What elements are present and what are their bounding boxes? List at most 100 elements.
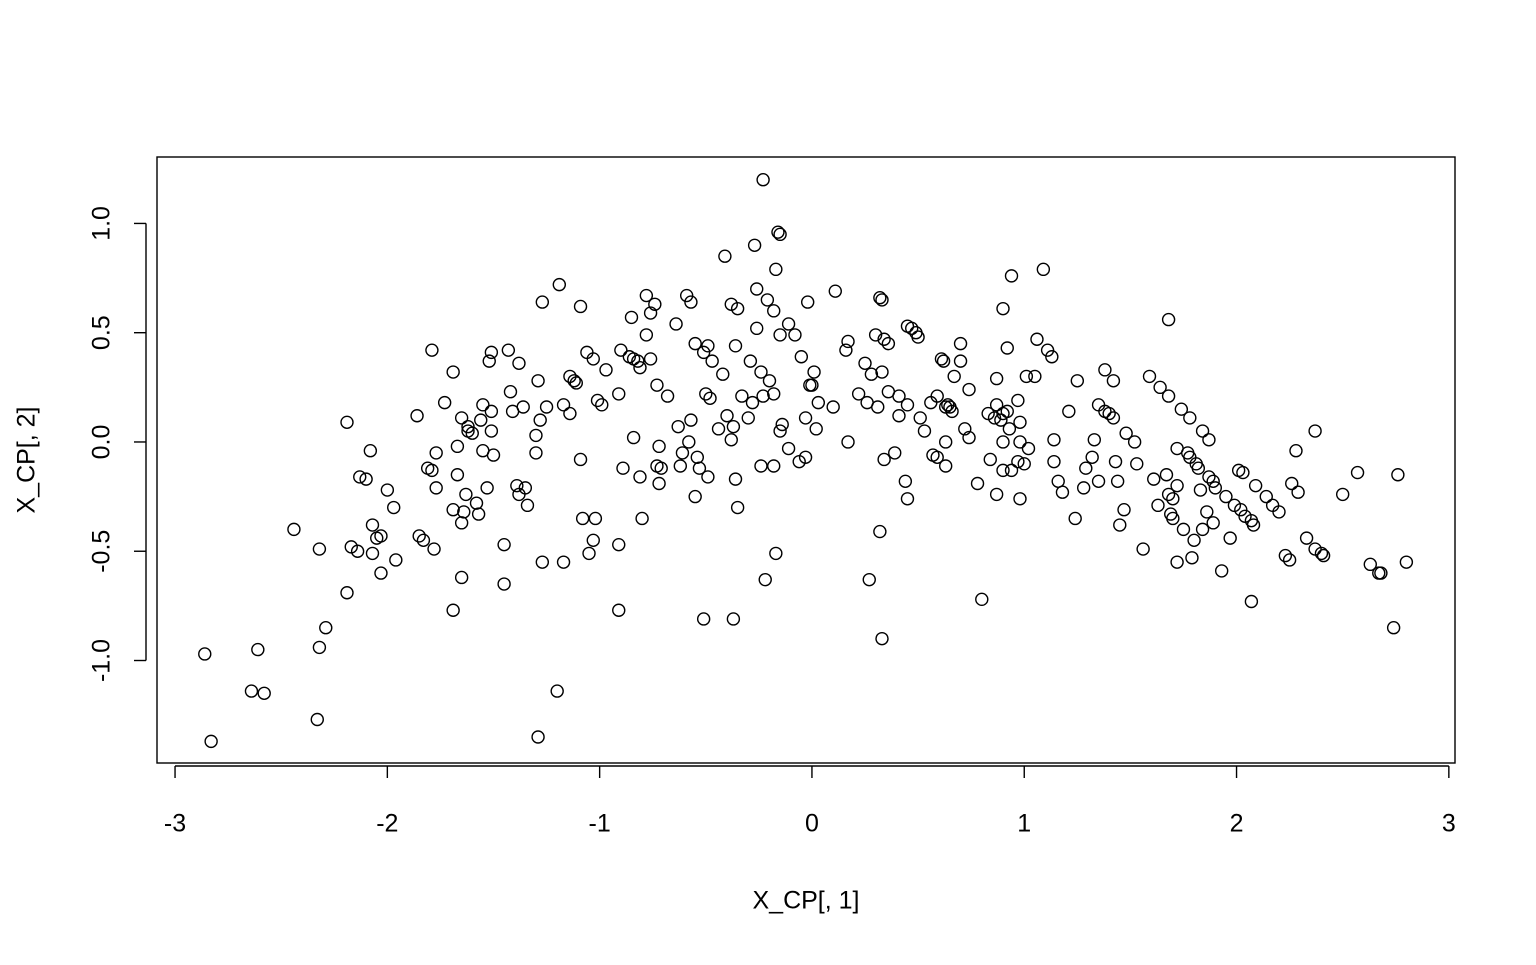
point (1017, 457, 1031, 471)
point (696, 345, 711, 360)
point (1236, 465, 1250, 480)
point (648, 297, 662, 311)
point (643, 306, 658, 320)
point (612, 603, 626, 617)
point (287, 522, 301, 537)
point (773, 424, 787, 438)
point (769, 262, 783, 277)
point (798, 411, 813, 425)
point (1316, 548, 1331, 563)
y-axis-label: X_CP[, 2] (13, 407, 41, 514)
point (754, 365, 768, 379)
point (758, 572, 772, 587)
point (635, 511, 649, 526)
point (941, 398, 955, 412)
point (573, 452, 588, 467)
point (936, 354, 951, 368)
point (365, 518, 380, 532)
point (962, 382, 976, 397)
point (599, 363, 613, 377)
point (469, 496, 484, 510)
point (1091, 474, 1106, 489)
point (482, 354, 496, 368)
point (805, 378, 819, 392)
point (1013, 492, 1027, 506)
point (1314, 546, 1329, 561)
point (1110, 474, 1125, 489)
point (624, 310, 639, 325)
y-tick-label: -1.0 (88, 639, 116, 682)
point (1087, 433, 1102, 447)
point (781, 317, 796, 331)
point (484, 424, 499, 438)
point (595, 398, 609, 412)
point (1291, 485, 1305, 499)
point (877, 452, 891, 467)
point (930, 450, 944, 464)
point (582, 546, 596, 561)
point (851, 387, 866, 401)
point (312, 542, 327, 556)
point (703, 391, 717, 405)
point (726, 612, 741, 626)
point (970, 476, 985, 491)
point (575, 511, 590, 526)
point (1106, 374, 1121, 388)
point (913, 411, 927, 425)
point (1004, 269, 1019, 283)
point (900, 398, 915, 412)
point (718, 249, 732, 263)
point (1386, 621, 1401, 635)
point (1002, 422, 1017, 436)
point (476, 398, 490, 412)
point (1108, 454, 1123, 469)
point (586, 352, 600, 366)
point (730, 500, 745, 515)
point (1200, 505, 1214, 519)
point (633, 360, 647, 375)
point (1174, 402, 1189, 416)
point (1070, 374, 1085, 388)
point (773, 328, 787, 342)
point (497, 577, 511, 591)
point (1055, 485, 1070, 499)
point (454, 570, 469, 585)
point (612, 387, 626, 401)
point (864, 367, 879, 381)
point (652, 476, 666, 491)
x-tick-label: 3 (1442, 810, 1456, 838)
point (512, 487, 526, 502)
point (1195, 424, 1210, 438)
point (654, 461, 668, 475)
point (975, 592, 989, 607)
point (465, 426, 479, 440)
point (958, 422, 972, 436)
point (1185, 551, 1199, 565)
point (454, 411, 469, 425)
point (501, 343, 516, 357)
point (484, 345, 499, 360)
point (917, 424, 932, 438)
point (1170, 555, 1184, 569)
x-tick-label: 1 (1017, 810, 1031, 838)
point (1191, 461, 1206, 475)
point (720, 409, 734, 423)
point (1265, 498, 1280, 513)
point (1363, 557, 1377, 572)
point (794, 350, 809, 364)
point (567, 374, 581, 388)
point (741, 411, 755, 425)
point (1161, 389, 1176, 403)
point (588, 511, 603, 526)
point (531, 374, 545, 388)
point (319, 621, 333, 635)
point (1350, 465, 1365, 480)
point (1195, 522, 1210, 537)
point (1019, 369, 1034, 384)
point (1246, 518, 1261, 532)
point (1021, 441, 1036, 456)
point (781, 441, 796, 456)
point (1000, 404, 1014, 419)
point (569, 376, 583, 390)
